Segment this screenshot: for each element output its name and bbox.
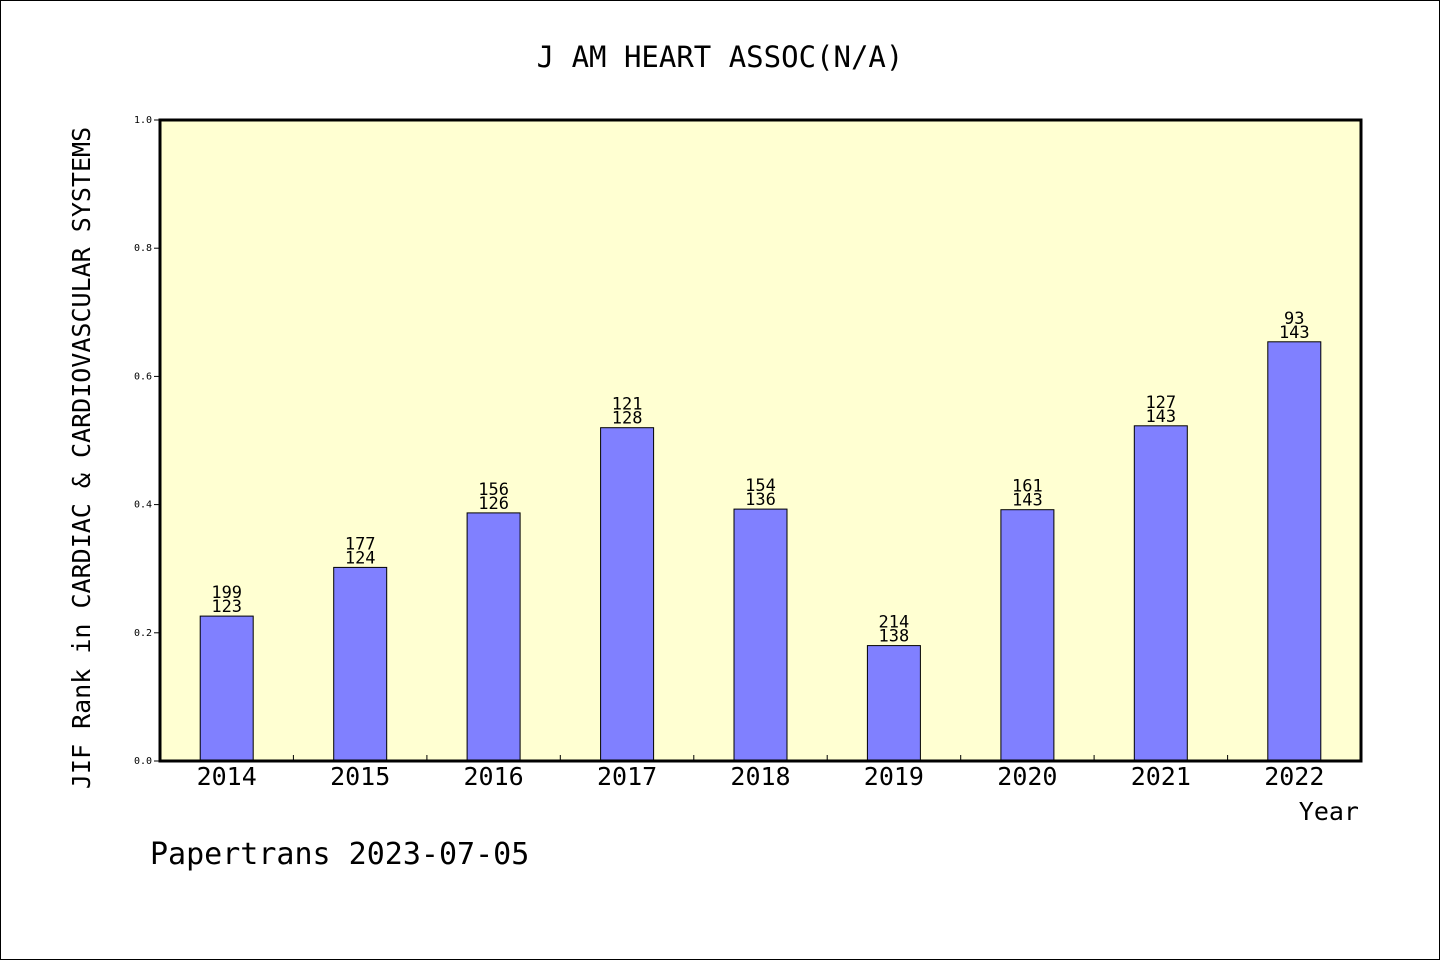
- bar-2015: [333, 566, 388, 762]
- y-tick-label-0.6: 0.6: [134, 371, 152, 382]
- bar-label-bottom-2022: 143: [1279, 323, 1310, 343]
- bar-label-top-2022: 93: [1284, 309, 1304, 329]
- x-tick-label-2014: 2014: [197, 762, 257, 791]
- bar-label-bottom-2018: 136: [745, 490, 776, 510]
- bar-label-bottom-2021: 143: [1145, 407, 1176, 427]
- x-tick-label-2021: 2021: [1131, 762, 1191, 791]
- y-tick-label-1.0: 1.0: [134, 115, 152, 126]
- bars-group: [199, 341, 1322, 762]
- bar-label-top-2020: 161: [1012, 477, 1043, 497]
- x-tick-label-2018: 2018: [730, 762, 790, 791]
- bar-label-top-2018: 154: [745, 476, 776, 496]
- bar-2019: [866, 645, 921, 762]
- x-tick-label-2016: 2016: [463, 762, 523, 791]
- x-tick-label-2015: 2015: [330, 762, 390, 791]
- bar-2021: [1133, 425, 1188, 762]
- bar-2018: [733, 508, 788, 762]
- x-axis-ticks: 2014 2015 2016 2017 2018 2019 2020 2021 2022: [197, 755, 1324, 791]
- bar-label-top-2017: 121: [612, 395, 643, 415]
- bar-label-top-2016: 156: [478, 480, 509, 500]
- bar-label-bottom-2016: 126: [478, 494, 509, 514]
- bar-2016: [466, 512, 521, 762]
- x-tick-label-2019: 2019: [864, 762, 924, 791]
- bar-label-top-2021: 127: [1145, 393, 1176, 413]
- chart-title: J AM HEART ASSOC(N/A): [537, 40, 904, 74]
- bar-2014: [199, 615, 254, 762]
- y-tick-label-0.2: 0.2: [134, 628, 152, 639]
- y-tick-label-0.0: 0.0: [134, 756, 152, 767]
- bar-label-top-2014: 199: [211, 583, 242, 603]
- bar-label-bottom-2014: 123: [211, 597, 242, 617]
- bar-2022: [1267, 341, 1322, 762]
- bar-label-bottom-2017: 128: [612, 409, 643, 429]
- y-axis-label: JIF Rank in CARDIAC & CARDIOVASCULAR SYS…: [67, 127, 96, 789]
- plot-border: [158, 118, 1363, 763]
- bar-label-top-2015: 177: [345, 534, 376, 554]
- x-axis-label: Year: [1299, 797, 1359, 826]
- bar-label-bottom-2019: 138: [879, 627, 910, 647]
- x-tick-label-2017: 2017: [597, 762, 657, 791]
- bar-label-bottom-2020: 143: [1012, 491, 1043, 511]
- y-tick-label-0.4: 0.4: [134, 500, 152, 511]
- x-tick-label-2020: 2020: [997, 762, 1057, 791]
- bar-2017: [600, 427, 655, 762]
- y-tick-label-0.8: 0.8: [134, 243, 152, 254]
- bar-2020: [1000, 509, 1055, 762]
- bar-label-top-2019: 214: [879, 613, 910, 633]
- y-axis-ticks: 0.0 0.2 0.4 0.6 0.8 1.0: [134, 115, 160, 767]
- watermark: Papertrans 2023-07-05: [150, 837, 529, 872]
- x-tick-label-2022: 2022: [1264, 762, 1324, 791]
- bar-labels-group: 1991231771241561261211281541362141381611…: [211, 309, 1309, 647]
- bar-label-bottom-2015: 124: [345, 548, 376, 568]
